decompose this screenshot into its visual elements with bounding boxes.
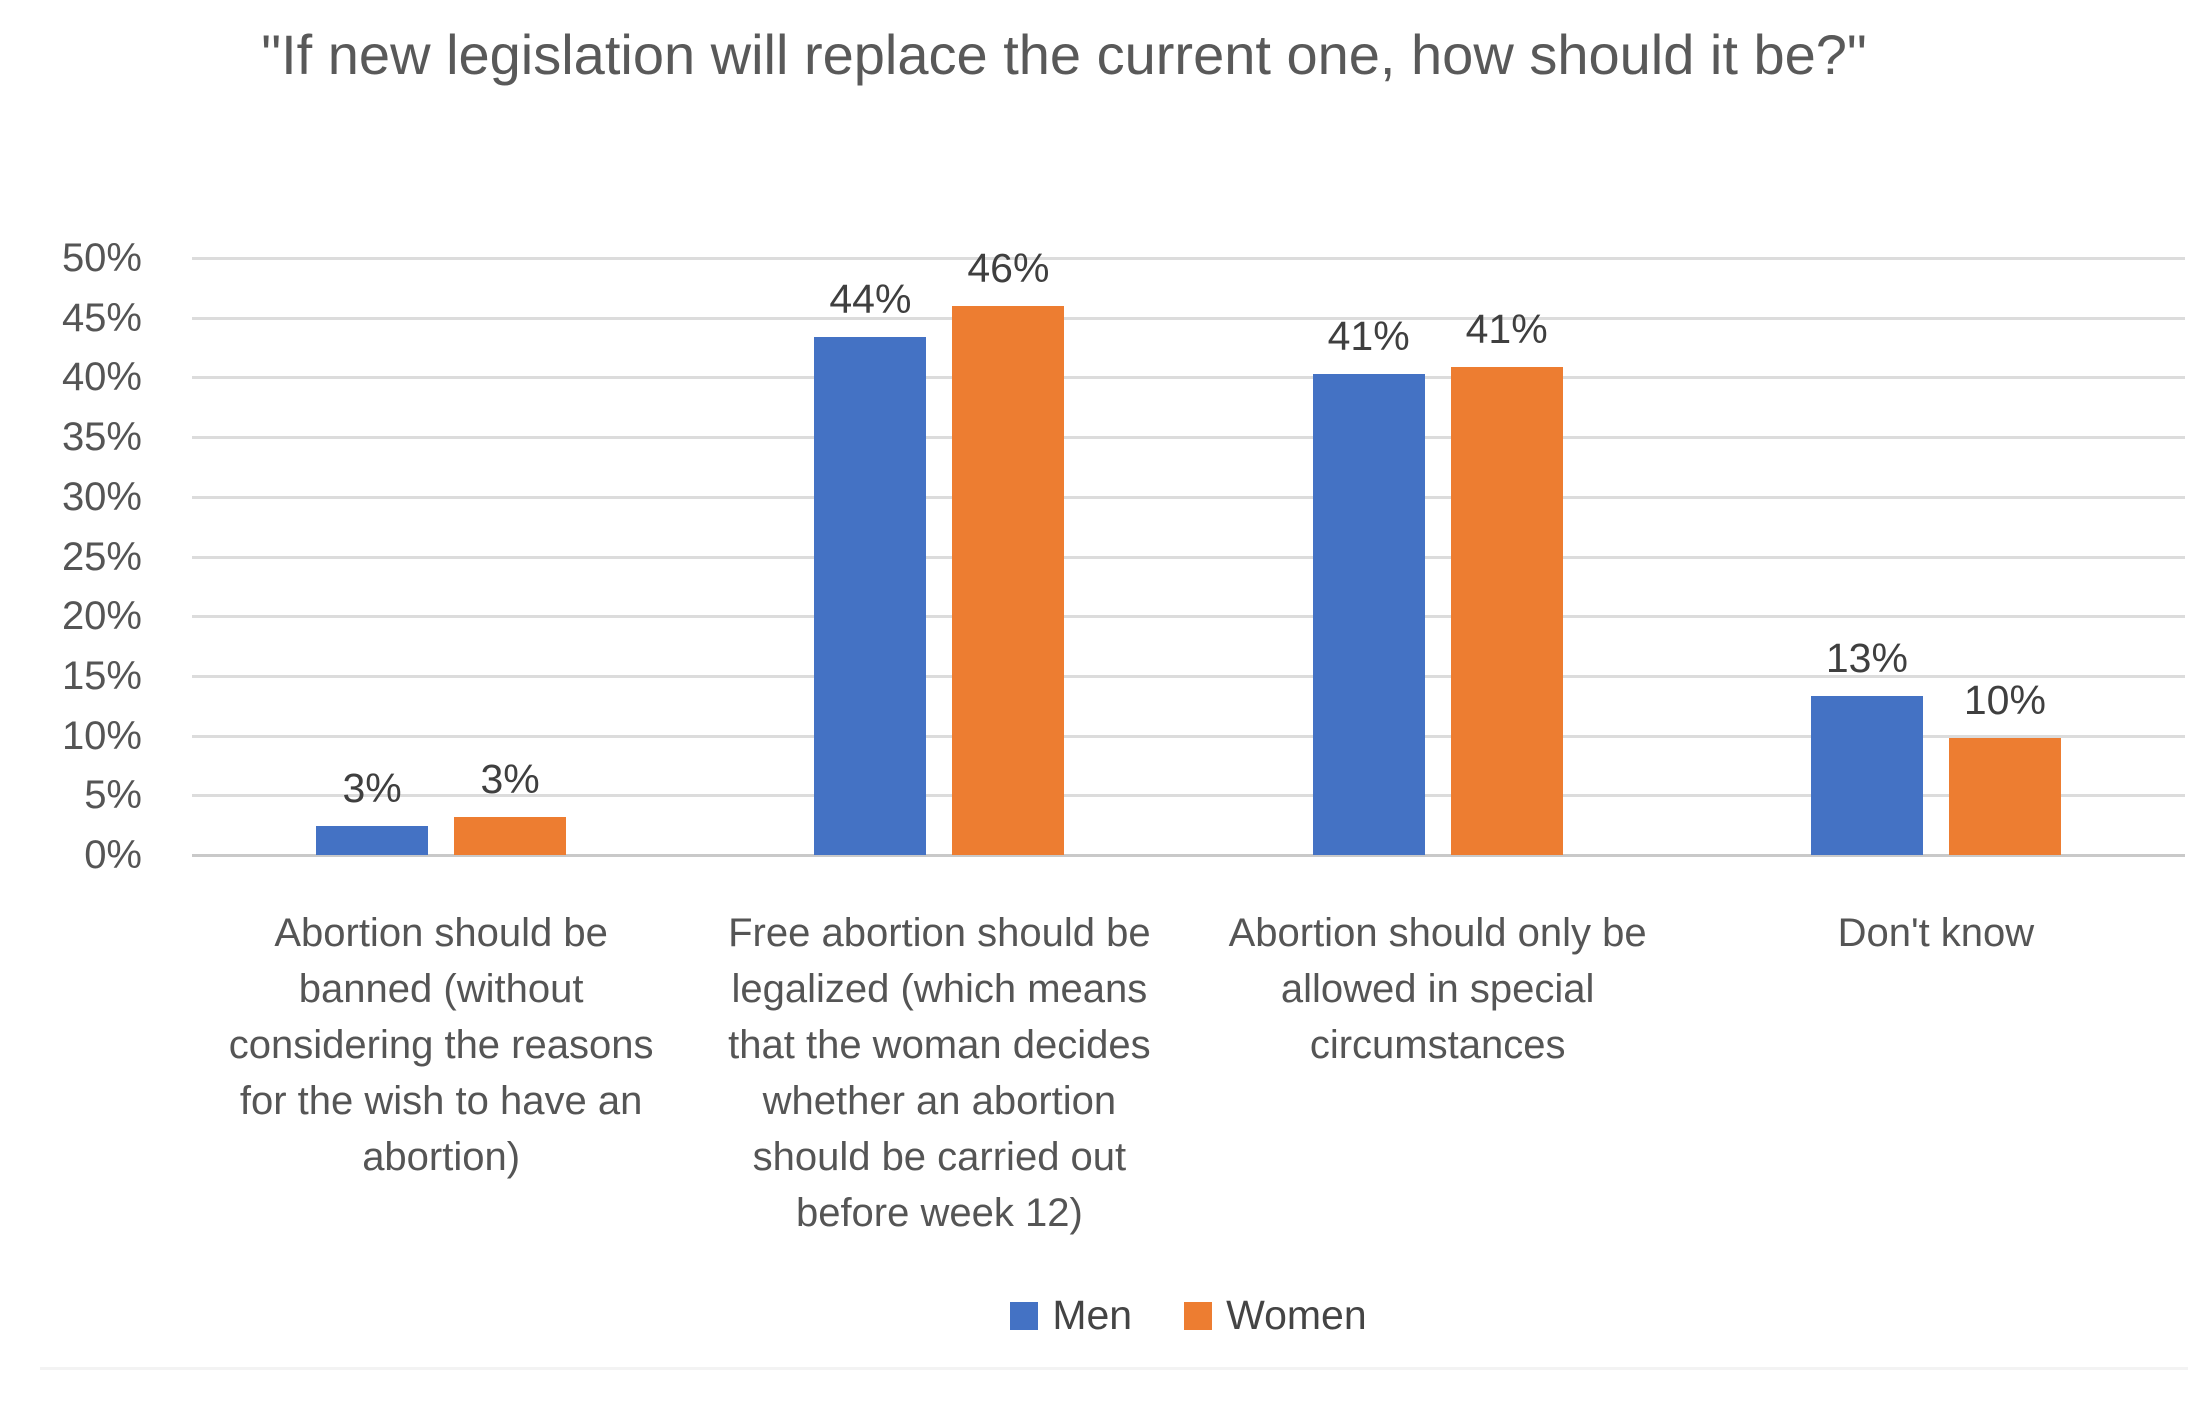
data-label-women-2: 46% — [967, 244, 1050, 291]
y-tick-label-20%: 20% — [61, 594, 142, 639]
y-tick-label-45%: 45% — [61, 295, 142, 340]
data-label-men-3: 41% — [1327, 312, 1410, 359]
legend-label-men: Men — [1052, 1292, 1133, 1338]
y-tick-label-35%: 35% — [61, 415, 142, 460]
chart-bottom-border — [40, 1367, 2188, 1370]
y-tick-label-40%: 40% — [61, 355, 142, 400]
gridline-5% — [192, 794, 2185, 798]
bar-women-3: 41% — [1450, 306, 1563, 855]
chart-title: "If new legislation will replace the cur… — [261, 23, 1867, 86]
category-axis: Abortion should be banned (without consi… — [192, 905, 2185, 1241]
gridline-10% — [192, 734, 2185, 738]
legend-swatch-women — [1184, 1301, 1213, 1330]
gridline-20% — [192, 615, 2185, 619]
bar-group-2: 44% 46% — [690, 245, 1188, 855]
gridline-25% — [192, 555, 2185, 559]
legend-swatch-men — [1010, 1301, 1039, 1330]
y-tick-label-5%: 5% — [84, 773, 142, 818]
x-axis-line — [192, 854, 2185, 857]
gridline-40% — [192, 376, 2185, 380]
data-label-men-2: 44% — [829, 275, 912, 322]
legend-item-men: Men — [1010, 1292, 1132, 1339]
bar-women-1: 3% — [454, 756, 567, 855]
bar-women-2: 46% — [952, 245, 1065, 855]
legend-label-women: Women — [1226, 1292, 1367, 1338]
data-label-men-4: 13% — [1825, 635, 1908, 682]
category-label-4: Don't know — [1837, 911, 2035, 955]
bar-women-4: 10% — [1948, 677, 2061, 855]
y-tick-label-0%: 0% — [84, 833, 142, 877]
bar-men-3: 41% — [1312, 313, 1425, 855]
y-tick-label-25%: 25% — [61, 534, 142, 579]
bar-group-4: 13% 10% — [1687, 258, 2185, 855]
y-tick-label-15%: 15% — [61, 653, 142, 698]
data-label-women-1: 3% — [480, 755, 540, 802]
bar-men-1: 3% — [316, 765, 429, 855]
legend-item-women: Women — [1184, 1292, 1367, 1339]
y-tick-label-10%: 10% — [61, 713, 142, 758]
gridline-30% — [192, 495, 2185, 499]
data-label-women-3: 41% — [1465, 305, 1548, 352]
bar-men-4: 13% — [1810, 635, 1923, 855]
bar-men-2: 44% — [814, 276, 927, 855]
category-label-1: Abortion should be banned (without consi… — [228, 911, 654, 1179]
category-label-2: Free abortion should be legalized (which… — [728, 911, 1151, 1235]
y-tick-label-30%: 30% — [61, 474, 142, 519]
gridline-45% — [192, 316, 2185, 320]
category-label-3: Abortion should only be allowed in speci… — [1228, 911, 1647, 1067]
data-label-men-1: 3% — [342, 765, 402, 812]
bar-group-1: 3% 3% — [192, 258, 690, 855]
gridline-50% — [192, 257, 2185, 260]
y-tick-label-50%: 50% — [61, 236, 142, 280]
gridline-15% — [192, 674, 2185, 678]
gridline-35% — [192, 436, 2185, 440]
bar-group-3: 41% 41% — [1189, 258, 1687, 855]
legend: Men Women — [192, 1292, 2185, 1339]
data-label-women-4: 10% — [1963, 677, 2046, 723]
